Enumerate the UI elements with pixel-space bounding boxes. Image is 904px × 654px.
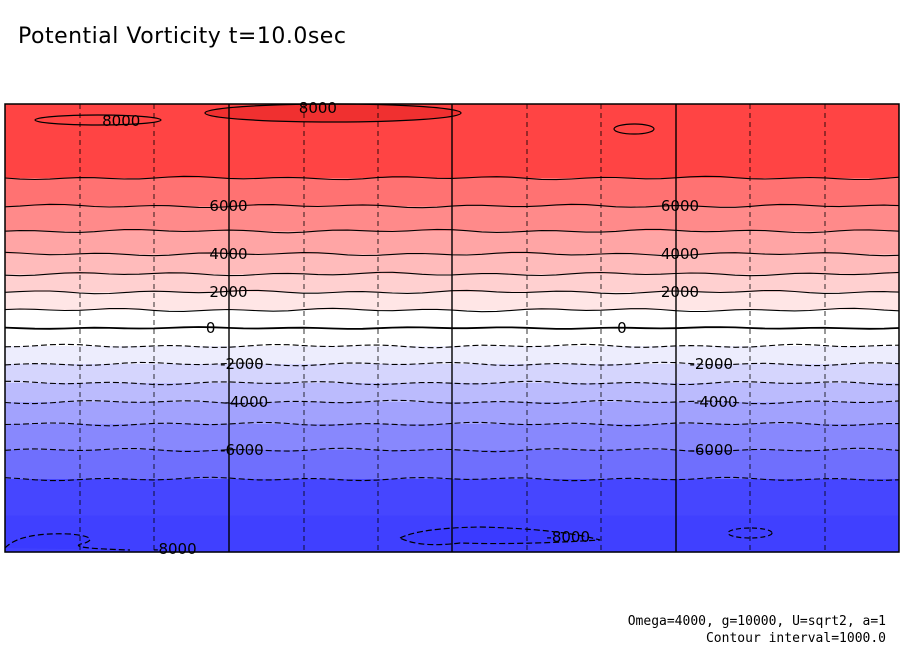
closed-contours: [4, 103, 773, 551]
contour-line: [4, 476, 900, 482]
contour-label: -2000: [220, 355, 264, 373]
contour-interval-text: Contour interval=1000.0: [705, 631, 886, 646]
min-patch-contour: [398, 526, 601, 546]
grid-lines: [79, 104, 826, 552]
contour-label: 0: [206, 319, 216, 337]
contour-label: -6000: [220, 441, 264, 459]
contour-label: -6000: [689, 441, 733, 459]
footer-annotation: Omega=4000, g=10000, U=sqrt2, a=1 Contou…: [628, 613, 886, 647]
contour-line: [4, 343, 900, 349]
min-patch-contour: [727, 527, 773, 539]
contour-label: -8000: [546, 528, 590, 546]
min-patch-contour: [4, 533, 131, 551]
contour-label: -4000: [694, 393, 738, 411]
contour-label: -4000: [225, 393, 269, 411]
contour-label: 8000: [299, 99, 337, 117]
max-patch-contour: [613, 123, 655, 135]
contour-label: 6000: [209, 197, 247, 215]
contour-label: 2000: [661, 283, 699, 301]
contour-label: 4000: [209, 245, 247, 263]
contour-label: 6000: [661, 197, 699, 215]
parameters-text: Omega=4000, g=10000, U=sqrt2, a=1: [627, 614, 886, 629]
contour-label: 4000: [661, 245, 699, 263]
contour-line: [4, 361, 900, 367]
contour-label: 8000: [102, 112, 140, 130]
plot-frame: [4, 103, 900, 553]
contour-label: -2000: [689, 355, 733, 373]
max-patch-contour: [34, 114, 162, 126]
contour-label: 2000: [209, 283, 247, 301]
contour-label: -8000: [153, 540, 197, 558]
contour-label: 0: [617, 319, 627, 337]
chart-title: Potential Vorticity t=10.0sec: [18, 24, 347, 49]
